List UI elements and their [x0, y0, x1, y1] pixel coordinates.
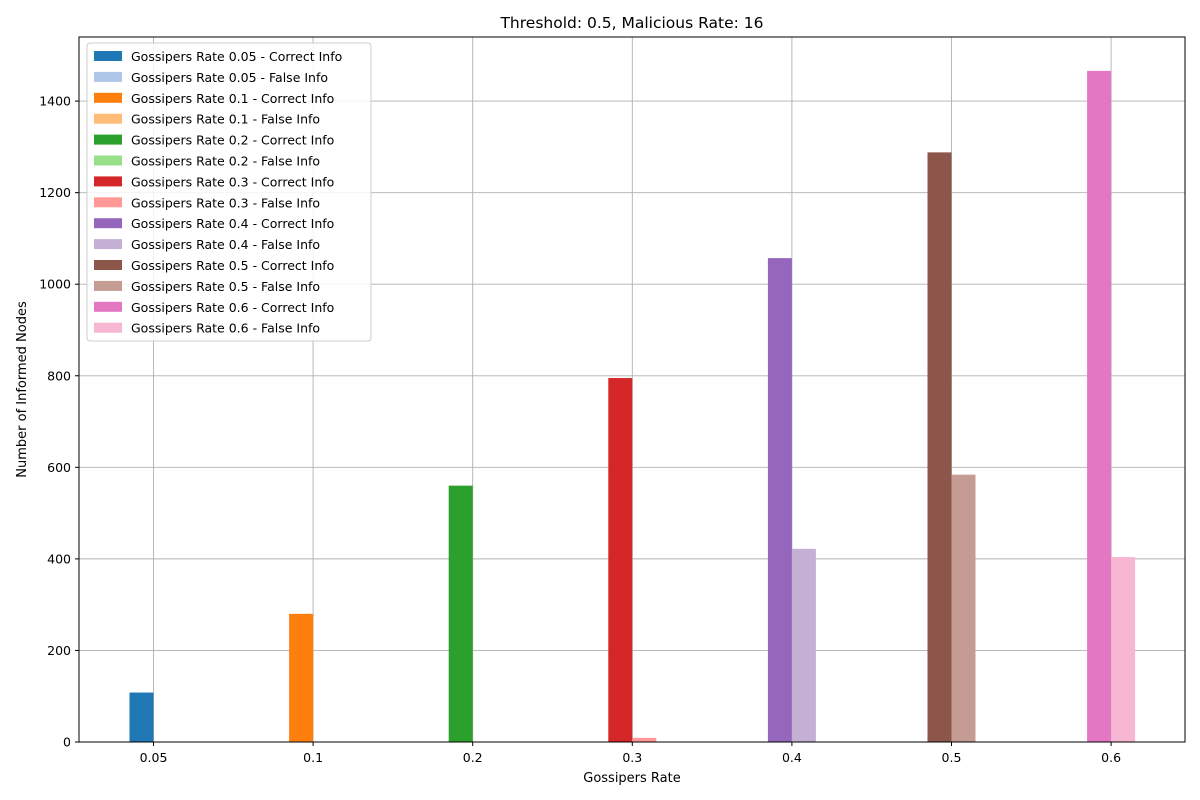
legend-swatch [94, 239, 122, 250]
legend-entry-label: Gossipers Rate 0.2 - False Info [131, 154, 320, 169]
legend-entry-label: Gossipers Rate 0.6 - False Info [131, 321, 320, 336]
axis-ticks: 0 200 400 600 800 1000 1200 1400 0.05 0.1 0.2 0.3 0.… [39, 94, 1121, 765]
bar-correct-info [927, 152, 952, 742]
bar-correct-info [1087, 70, 1112, 742]
legend-entry-label: Gossipers Rate 0.3 - False Info [131, 195, 320, 210]
legend-entry-label: Gossipers Rate 0.4 - Correct Info [131, 216, 334, 231]
x-tick-label: 0.05 [140, 750, 168, 765]
legend-entry-label: Gossipers Rate 0.1 - Correct Info [131, 91, 334, 106]
bar-false-info [632, 737, 657, 742]
bar-correct-info [608, 378, 633, 742]
bars [129, 70, 1136, 742]
legend-swatch [94, 71, 122, 82]
y-tick-label: 200 [47, 643, 71, 658]
legend-swatch [94, 218, 122, 229]
legend-entry-label: Gossipers Rate 0.5 - Correct Info [131, 258, 334, 273]
legend-entry-label: Gossipers Rate 0.2 - Correct Info [131, 133, 334, 148]
legend-swatch [94, 322, 122, 333]
legend-entry-label: Gossipers Rate 0.05 - False Info [131, 70, 328, 85]
legend-swatch [94, 197, 122, 208]
legend: Gossipers Rate 0.05 - Correct Info Gossip… [86, 42, 372, 342]
x-tick-label: 0.4 [782, 750, 802, 765]
legend-entry-label: Gossipers Rate 0.6 - Correct Info [131, 300, 334, 315]
bar-correct-info [129, 692, 154, 742]
y-tick-label: 0 [63, 735, 71, 750]
chart-title: Threshold: 0.5, Malicious Rate: 16 [499, 14, 763, 32]
legend-swatch [94, 134, 122, 145]
x-tick-label: 0.6 [1101, 750, 1121, 765]
legend-entry-label: Gossipers Rate 0.4 - False Info [131, 237, 320, 252]
y-tick-label: 800 [47, 368, 71, 383]
legend-swatch [94, 92, 122, 103]
legend-entry-label: Gossipers Rate 0.5 - False Info [131, 279, 320, 294]
legend-entry-label: Gossipers Rate 0.3 - Correct Info [131, 174, 334, 189]
x-axis-label: Gossipers Rate [583, 771, 681, 786]
legend-swatch [94, 280, 122, 291]
y-tick-label: 400 [47, 551, 71, 566]
legend-swatch [94, 176, 122, 187]
legend-swatch [94, 113, 122, 124]
y-axis-label: Number of Informed Nodes [15, 301, 30, 478]
bar-false-info [791, 548, 816, 742]
x-tick-label: 0.5 [942, 750, 962, 765]
legend-box [86, 42, 372, 342]
legend-entry-label: Gossipers Rate 0.05 - Correct Info [131, 49, 342, 64]
legend-swatch [94, 155, 122, 166]
bar-correct-info [767, 258, 792, 742]
y-tick-label: 1400 [39, 94, 71, 109]
y-tick-label: 1000 [39, 277, 71, 292]
legend-swatch [94, 260, 122, 270]
legend-entry-label: Gossipers Rate 0.1 - False Info [131, 112, 320, 127]
x-tick-label: 0.2 [463, 750, 483, 765]
legend-swatch [94, 51, 122, 61]
y-tick-label: 600 [47, 460, 71, 475]
bar-false-info [951, 474, 976, 742]
x-tick-label: 0.1 [303, 750, 323, 765]
y-tick-label: 1200 [39, 185, 71, 200]
bar-correct-info [448, 485, 473, 742]
bar-false-info [1111, 557, 1136, 742]
x-tick-label: 0.3 [622, 750, 642, 765]
legend-swatch [94, 301, 122, 312]
bar-correct-info [289, 613, 314, 742]
